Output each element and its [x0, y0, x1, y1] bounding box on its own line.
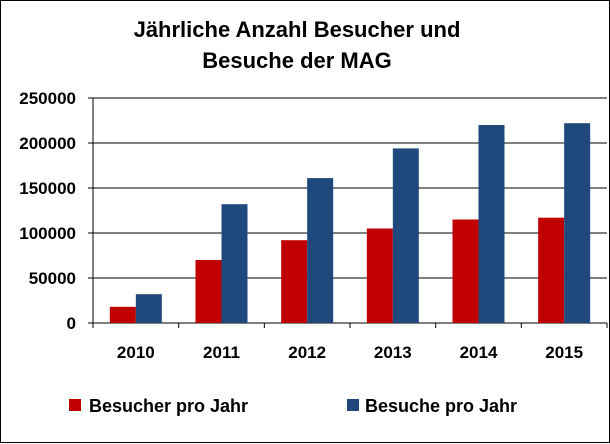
- bar-besuche-2014: [478, 125, 505, 323]
- x-tick-label: 2014: [460, 343, 498, 362]
- x-tick-label: 2011: [203, 343, 240, 362]
- bar-besucher-2013: [366, 228, 393, 323]
- y-tick-label: 50000: [29, 269, 76, 288]
- legend-swatch-besucher: [69, 399, 81, 411]
- bar-besucher-2012: [281, 240, 308, 323]
- bars: [109, 123, 591, 323]
- legend: Besucher pro Jahr Besuche pro Jahr: [69, 396, 517, 416]
- y-tick-label: 250000: [19, 89, 76, 108]
- x-tick-label: 2013: [374, 343, 412, 362]
- chart-title-line-2: Besuche der MAG: [202, 48, 392, 73]
- y-tick-label: 200000: [19, 134, 76, 153]
- bar-besucher-2011: [195, 260, 222, 323]
- chart-title-line-1: Jährliche Anzahl Besucher und: [134, 17, 461, 42]
- bar-besuche-2012: [307, 178, 334, 323]
- bar-besuche-2015: [564, 123, 591, 323]
- bar-besucher-2014: [452, 219, 479, 323]
- x-tick-label: 2010: [117, 343, 155, 362]
- axes: [88, 97, 608, 328]
- x-tick-label: 2015: [545, 343, 583, 362]
- bar-besuche-2011: [221, 204, 248, 323]
- y-tick-labels: 0 50000 100000 150000 200000 250000: [19, 89, 76, 333]
- bar-besuche-2013: [392, 148, 419, 323]
- bar-besucher-2010: [109, 306, 136, 323]
- legend-label-besucher: Besucher pro Jahr: [89, 396, 248, 416]
- bar-besucher-2015: [538, 217, 565, 323]
- x-tick-labels: 2010 2011 2012 2013 2014 2015: [117, 343, 583, 362]
- y-tick-label: 0: [67, 314, 76, 333]
- y-tick-label: 100000: [19, 224, 76, 243]
- legend-swatch-besuche: [347, 399, 359, 411]
- x-tick-label: 2012: [288, 343, 326, 362]
- grid-lines: [93, 97, 607, 279]
- bar-besuche-2010: [135, 294, 162, 323]
- y-tick-label: 150000: [19, 179, 76, 198]
- legend-label-besuche: Besuche pro Jahr: [365, 396, 517, 416]
